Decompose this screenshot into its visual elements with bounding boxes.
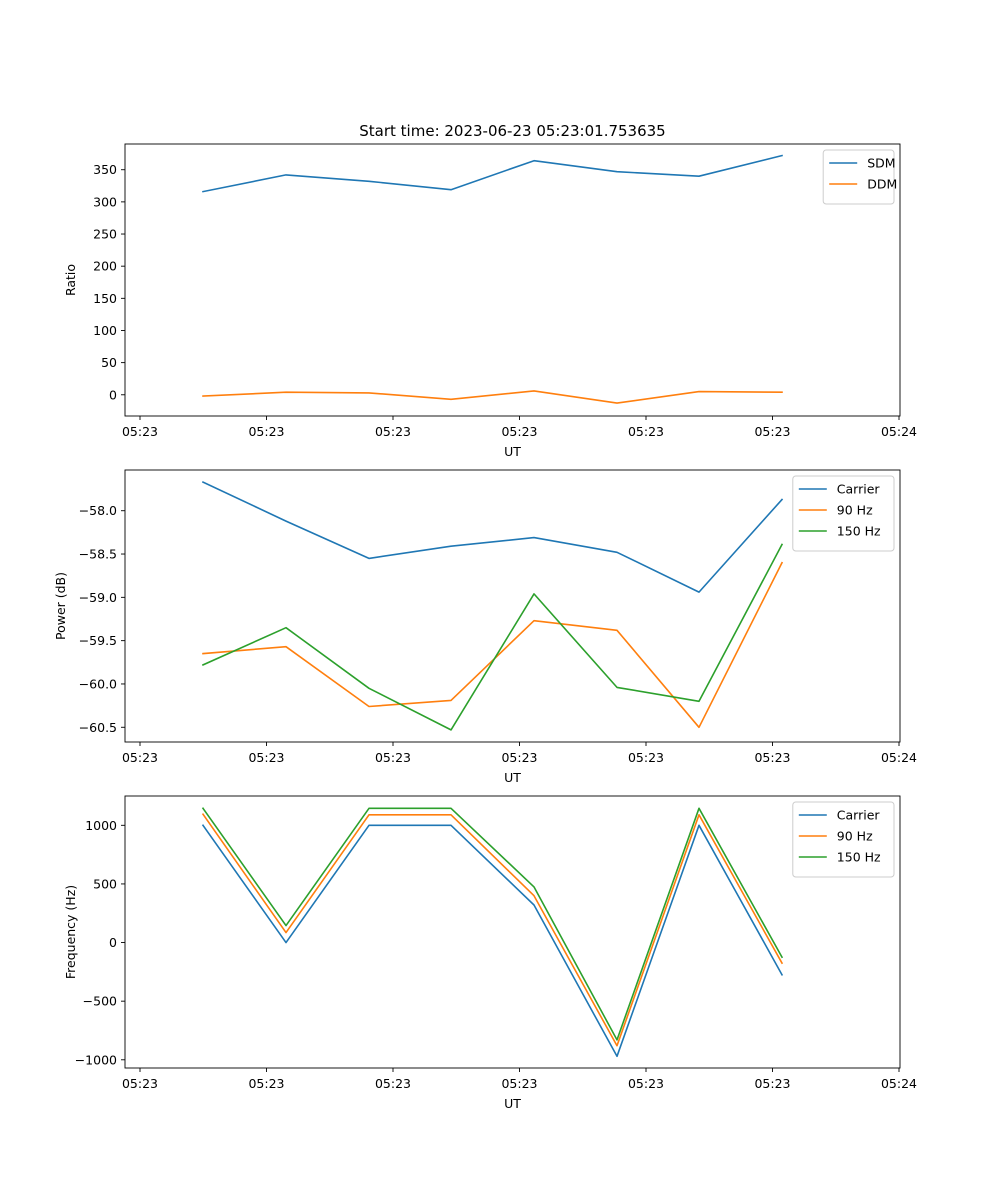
power-x-axis-label: UT (504, 770, 521, 785)
power-x-tick-label: 05:23 (501, 750, 537, 765)
frequency-y-tick-label: 1000 (85, 818, 117, 833)
frequency-legend-label-90-hz: 90 Hz (837, 829, 873, 844)
ratio-y-tick-label: 350 (93, 162, 117, 177)
frequency-x-tick-label: 05:23 (122, 1076, 158, 1091)
ratio-x-tick-label: 05:23 (628, 424, 664, 439)
frequency-y-tick-label: 0 (109, 935, 117, 950)
power-y-tick-label: −59.0 (79, 590, 117, 605)
ratio-x-tick-label: 05:23 (375, 424, 411, 439)
power-y-tick-label: −59.5 (79, 633, 117, 648)
panel-ratio: 05:23 05:23 05:23 05:23 05:23 05:23 05:24 UT 0 50… (63, 143, 917, 459)
panel-frequency: 05:23 05:23 05:23 05:23 05:23 05:23 05:24 UT 100… (63, 795, 917, 1111)
power-x-tick-label: 05:23 (628, 750, 664, 765)
ratio-series-ddm-line (202, 390, 783, 404)
power-x-tick-label: 05:23 (248, 750, 284, 765)
power-y-axis-label: Power (dB) (53, 572, 68, 640)
ratio-x-tick-label: 05:23 (501, 424, 537, 439)
frequency-series-carrier-line (201, 824, 784, 1058)
frequency-y-tick-label: −500 (83, 994, 117, 1009)
power-x-tick-label: 05:23 (375, 750, 411, 765)
ratio-y-tick-label: 0 (109, 387, 117, 402)
panel-power: 05:23 05:23 05:23 05:23 05:23 05:23 05:24 UT −58… (53, 469, 917, 785)
power-y-tick-label: −60.5 (79, 720, 117, 735)
power-x-tick-label: 05:23 (122, 750, 158, 765)
frequency-y-tick-label: 500 (93, 876, 117, 891)
power-y-tick-label: −60.0 (79, 676, 117, 691)
frequency-series-150-hz-line (201, 807, 784, 1041)
ratio-series-sdm-line (202, 154, 783, 193)
power-legend-label-150-hz: 150 Hz (837, 524, 881, 539)
power-legend-label-carrier: Carrier (837, 482, 881, 497)
ratio-y-tick-label: 150 (93, 291, 117, 306)
ratio-legend-label-sdm: SDM (867, 156, 895, 171)
frequency-x-tick-label: 05:23 (628, 1076, 664, 1091)
power-axes-frame (124, 469, 901, 743)
ratio-y-tick-label: 50 (101, 355, 117, 370)
ratio-y-tick-label: 250 (93, 227, 117, 242)
frequency-x-tick-label: 05:23 (248, 1076, 284, 1091)
frequency-legend-label-carrier: Carrier (837, 808, 881, 823)
ratio-axes-frame (124, 143, 901, 417)
frequency-x-tick-label: 05:23 (754, 1076, 790, 1091)
frequency-x-axis-label: UT (504, 1096, 521, 1111)
frequency-series-90-hz-line (201, 813, 784, 1047)
power-x-tick-label: 05:24 (881, 750, 917, 765)
power-x-tick-label: 05:23 (754, 750, 790, 765)
ratio-legend-label-ddm: DDM (867, 177, 897, 192)
frequency-y-axis-label: Frequency (Hz) (63, 885, 78, 979)
frequency-y-tick-label: −1000 (75, 1052, 117, 1067)
power-y-tick-label: −58.0 (79, 503, 117, 518)
power-legend-label-90-hz: 90 Hz (837, 503, 873, 518)
power-series-150-hz-line (201, 543, 784, 731)
figure-title: Start time: 2023-06-23 05:23:01.753635 (359, 122, 665, 140)
ratio-x-tick-label: 05:23 (122, 424, 158, 439)
ratio-y-axis-label: Ratio (63, 264, 78, 296)
ratio-x-tick-label: 05:23 (248, 424, 284, 439)
power-y-tick-label: −58.5 (79, 547, 117, 562)
frequency-x-tick-label: 05:23 (375, 1076, 411, 1091)
ratio-y-tick-label: 200 (93, 259, 117, 274)
ratio-y-tick-label: 100 (93, 323, 117, 338)
ratio-x-axis-label: UT (504, 444, 521, 459)
frequency-x-tick-label: 05:24 (881, 1076, 917, 1091)
ratio-y-tick-label: 300 (93, 194, 117, 209)
frequency-x-tick-label: 05:23 (501, 1076, 537, 1091)
ratio-x-tick-label: 05:24 (881, 424, 917, 439)
power-legend-box (792, 475, 895, 552)
frequency-axes-frame (124, 795, 901, 1069)
frequency-legend-label-150-hz: 150 Hz (837, 850, 881, 865)
frequency-legend-box (792, 801, 895, 878)
power-series-carrier-line (201, 481, 784, 593)
ratio-x-tick-label: 05:23 (754, 424, 790, 439)
